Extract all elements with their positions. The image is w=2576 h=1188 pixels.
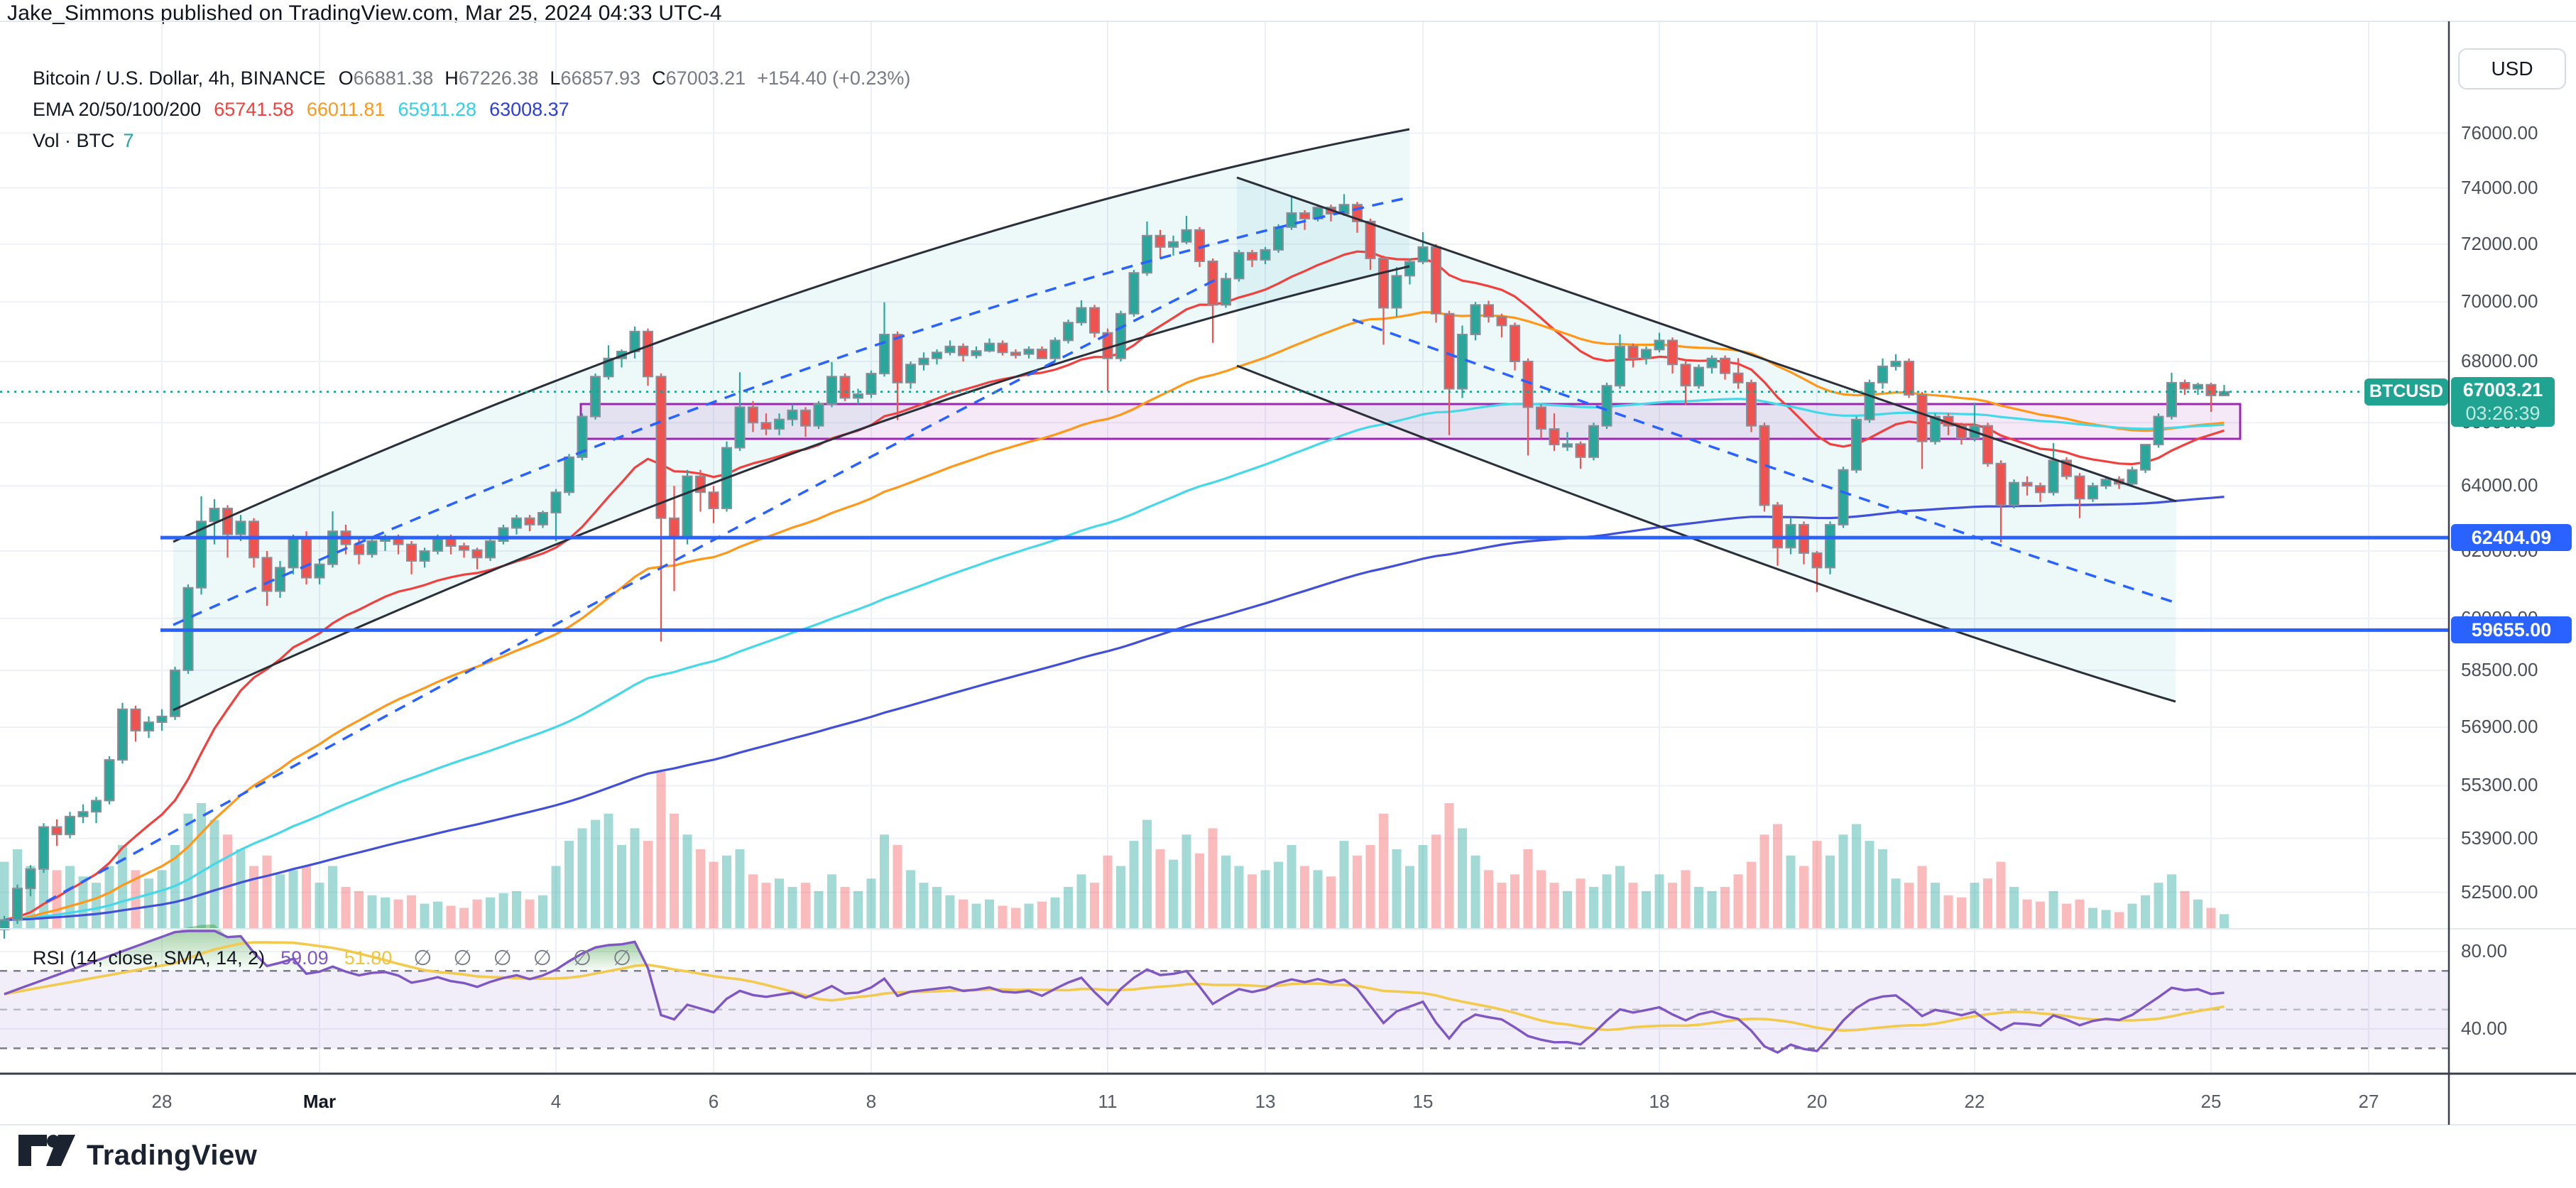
volume-legend-row[interactable]: Vol · BTC 7 — [33, 125, 910, 156]
rsi-sma-line — [4, 941, 2225, 1032]
price-tick-label: 58500.00 — [2461, 658, 2538, 680]
rsi-empty-slots: ∅ ∅ ∅ ∅ ∅ ∅ — [392, 946, 631, 971]
ohlc-key: C — [652, 67, 666, 89]
price-tick-label: 70000.00 — [2461, 290, 2538, 312]
bar-countdown: 03:26:39 — [2465, 402, 2540, 424]
pane-borders — [0, 21, 2576, 1126]
rsi-sma-value: 51.80 — [344, 947, 393, 969]
volume-bars — [0, 771, 2229, 929]
price-tick-label: 55300.00 — [2461, 774, 2538, 796]
dashed-trendline — [45, 276, 1222, 903]
price-tick-label: 53900.00 — [2461, 827, 2538, 849]
rsi-empty-slot: ∅ — [612, 947, 632, 970]
support-level-badge-2: 59655.00 — [2451, 616, 2572, 644]
change-value: +154.40 (+0.23%) — [757, 67, 911, 89]
ema-100-line — [4, 398, 2225, 921]
time-tick-label: 15 — [1412, 1091, 1434, 1112]
ohlc-key: O — [338, 67, 354, 89]
time-tick-label: 27 — [2358, 1091, 2379, 1112]
price-tick-label: 52500.00 — [2461, 881, 2538, 903]
tradingview-footer[interactable]: TradingView — [18, 1133, 257, 1177]
rsi-tick-label: 80.00 — [2461, 940, 2508, 961]
time-tick-label: 28 — [151, 1091, 173, 1112]
descending-channel-median — [1352, 318, 2175, 604]
time-tick-label: 22 — [1964, 1091, 1985, 1112]
chart-legend: Bitcoin / U.S. Dollar, 4h, BINANCE O6688… — [33, 62, 910, 156]
ascending-channel-median — [173, 196, 1410, 626]
time-tick-label: 18 — [1649, 1091, 1670, 1112]
ema-50-line — [4, 311, 2225, 921]
tradingview-brand-text: TradingView — [87, 1139, 258, 1171]
ema-200-line — [4, 496, 2225, 921]
time-tick-label: 6 — [708, 1091, 719, 1112]
rsi-line — [4, 930, 2225, 1055]
time-tick-label: Mar — [302, 1091, 337, 1112]
symbol-price-tag: BTCUSD — [2364, 378, 2448, 405]
ohlc-value: 67003.21 — [665, 67, 746, 89]
rsi-legend-row[interactable]: RSI (14, close, SMA, 14, 2) 59.09 51.80 … — [33, 946, 631, 971]
rsi-tick-label: 40.00 — [2461, 1018, 2508, 1039]
ema-legend-row[interactable]: EMA 20/50/100/200 65741.58 66011.81 65911.… — [33, 94, 910, 125]
ohlc-key: H — [444, 67, 459, 89]
rsi-empty-slot: ∅ — [572, 947, 591, 970]
last-price-badge: 67003.21 03:26:39 — [2451, 376, 2555, 427]
volume-label: Vol · BTC — [33, 129, 115, 151]
volume-value: 7 — [123, 129, 134, 151]
symbol-legend-row[interactable]: Bitcoin / U.S. Dollar, 4h, BINANCE O6688… — [33, 62, 910, 94]
time-tick-label: 25 — [2200, 1091, 2222, 1112]
time-tick-label: 20 — [1806, 1091, 1828, 1112]
price-tick-label: 68000.00 — [2461, 350, 2538, 371]
time-tick-label: 11 — [1098, 1091, 1118, 1112]
rsi-empty-slot: ∅ — [413, 947, 432, 970]
ema-values: 65741.58 66011.81 65911.28 63008.37 — [214, 99, 582, 121]
price-tick-label: 74000.00 — [2461, 176, 2538, 198]
ema-value: 63008.37 — [489, 98, 569, 120]
ohlc-value: 66881.38 — [353, 67, 434, 89]
currency-toggle-button[interactable]: USD — [2458, 48, 2566, 89]
time-tick-label: 13 — [1255, 1091, 1276, 1112]
ohlc-value: 66857.93 — [560, 67, 641, 89]
ohlc-values: O66881.38 H67226.38 L66857.93 C67003.21 — [339, 67, 758, 89]
ema-label: EMA 20/50/100/200 — [33, 98, 202, 120]
rsi-pane — [0, 924, 2449, 1055]
ema-value: 65911.28 — [398, 98, 477, 120]
last-price-value: 67003.21 — [2462, 378, 2543, 400]
ascending-channel-lower — [173, 265, 1410, 712]
price-tick-label: 76000.00 — [2461, 121, 2538, 143]
rsi-value: 59.09 — [280, 947, 329, 969]
ohlc-key: L — [550, 67, 561, 89]
ascending-channel-upper — [173, 128, 1410, 543]
price-tick-label: 72000.00 — [2461, 232, 2538, 254]
descending-channel-upper — [1236, 176, 2177, 503]
ema-value: 66011.81 — [306, 98, 386, 120]
price-tick-label: 56900.00 — [2461, 716, 2538, 738]
ema-value: 65741.58 — [214, 98, 294, 120]
tradingview-logo-icon — [18, 1135, 75, 1166]
rsi-title: RSI (14, close, SMA, 14, 2) — [33, 947, 266, 969]
time-tick-label: 8 — [866, 1091, 877, 1112]
support-level-badge-1: 62404.09 — [2451, 524, 2572, 552]
descending-channel-lower — [1236, 364, 2176, 703]
ohlc-value: 67226.38 — [458, 67, 539, 89]
time-tick-label: 4 — [550, 1091, 562, 1112]
rsi-empty-slot: ∅ — [493, 947, 512, 970]
symbol-title: Bitcoin / U.S. Dollar, 4h, BINANCE — [33, 67, 326, 89]
price-tick-label: 64000.00 — [2461, 474, 2538, 496]
rsi-empty-slot: ∅ — [453, 947, 472, 970]
drawings[interactable] — [0, 128, 2449, 903]
rsi-empty-slot: ∅ — [533, 947, 552, 970]
